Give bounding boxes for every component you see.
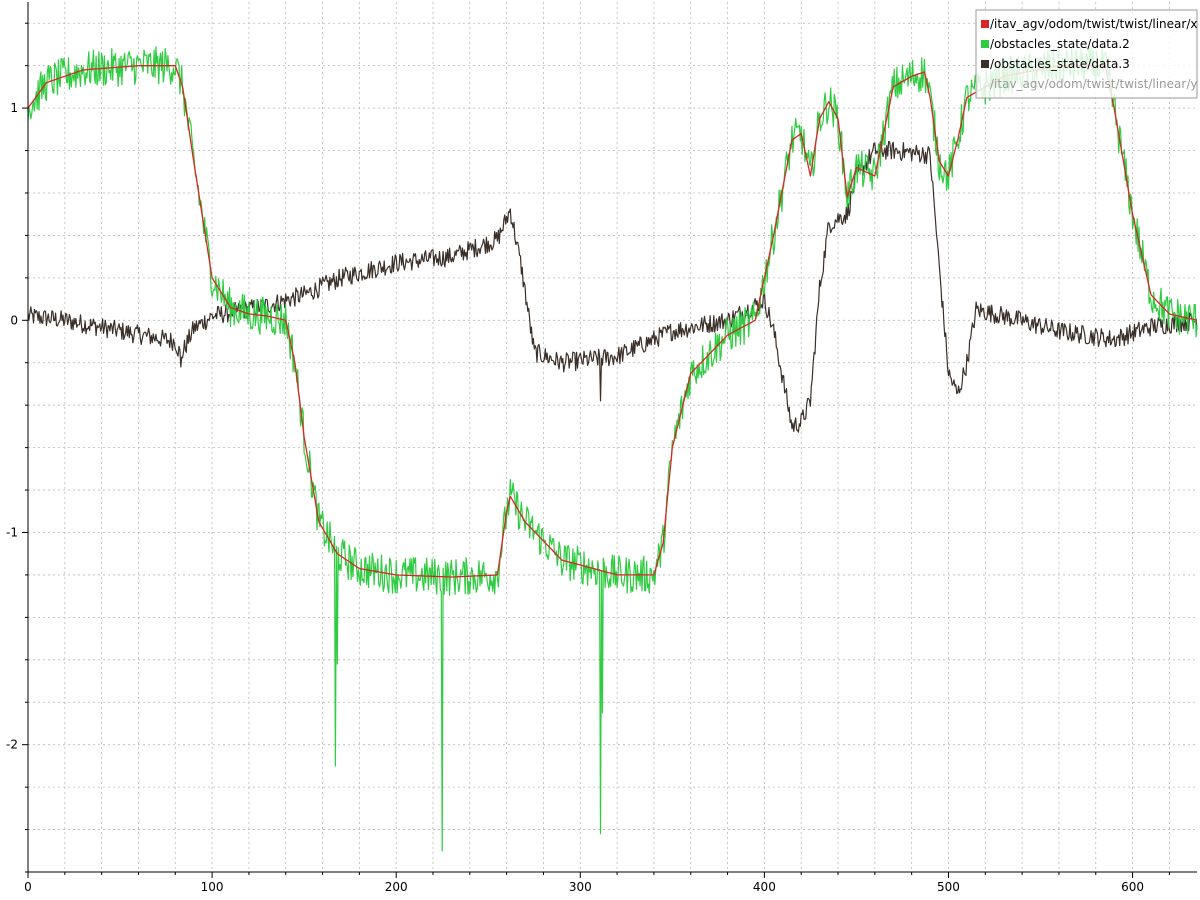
legend-item-label[interactable]: /obstacles_state/data.3 [990,57,1130,71]
legend-box [975,9,1198,99]
y-tick-label: 1 [10,101,18,115]
series-line [27,141,1198,433]
y-tick-label: -1 [6,525,18,539]
x-tick-label: 400 [753,880,776,894]
x-tick-label: 0 [24,880,32,894]
x-tick-label: 500 [937,880,960,894]
grid-layer [27,2,1197,873]
legend[interactable]: /itav_agv/odom/twist/twist/linear/x/obst… [975,9,1198,99]
y-tick-label: -2 [6,738,18,752]
x-tick-label: 300 [569,880,592,894]
axis-layer: 0 100 200 300 400 500 600 -2 -1 0 1 [6,2,1197,894]
legend-swatch[interactable] [981,20,989,28]
y-tick-label: 0 [10,313,18,327]
x-tick-label: 100 [201,880,224,894]
x-tick-label: 200 [385,880,408,894]
legend-item-label[interactable]: /itav_agv/odom/twist/twist/linear/x [990,17,1197,31]
legend-swatch[interactable] [981,40,989,48]
legend-item-label[interactable]: /itav_agv/odom/twist/twist/linear/y [990,77,1197,91]
legend-item-label[interactable]: /obstacles_state/data.2 [990,37,1130,51]
x-tick-label: 600 [1121,880,1144,894]
legend-swatch[interactable] [981,60,989,68]
